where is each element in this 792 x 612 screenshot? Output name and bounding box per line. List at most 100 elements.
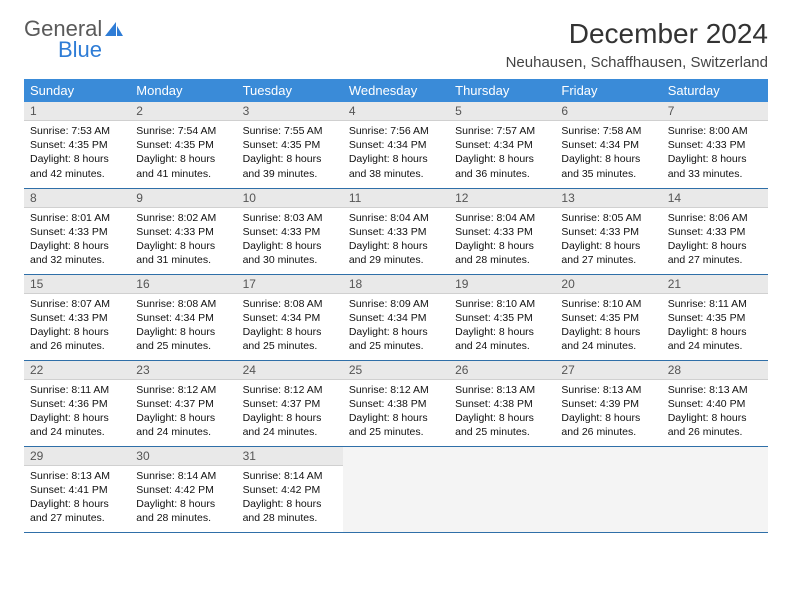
sunset-line: Sunset: 4:42 PM: [243, 483, 337, 497]
weekday-header: Sunday: [24, 79, 130, 102]
calendar-day-cell: 27Sunrise: 8:13 AMSunset: 4:39 PMDayligh…: [555, 360, 661, 446]
sunset-line: Sunset: 4:33 PM: [243, 225, 337, 239]
day-details: Sunrise: 8:13 AMSunset: 4:39 PMDaylight:…: [555, 380, 661, 444]
calendar-table: SundayMondayTuesdayWednesdayThursdayFrid…: [24, 79, 768, 533]
sunrise-line: Sunrise: 7:55 AM: [243, 124, 337, 138]
sunrise-line: Sunrise: 8:03 AM: [243, 211, 337, 225]
daylight-line: Daylight: 8 hours and 27 minutes.: [30, 497, 124, 525]
weekday-header: Tuesday: [237, 79, 343, 102]
day-number: 9: [130, 189, 236, 208]
daylight-line: Daylight: 8 hours and 38 minutes.: [349, 152, 443, 180]
sunrise-line: Sunrise: 7:57 AM: [455, 124, 549, 138]
daylight-line: Daylight: 8 hours and 36 minutes.: [455, 152, 549, 180]
calendar-week-row: 15Sunrise: 8:07 AMSunset: 4:33 PMDayligh…: [24, 274, 768, 360]
day-number: 31: [237, 447, 343, 466]
calendar-day-cell: 28Sunrise: 8:13 AMSunset: 4:40 PMDayligh…: [662, 360, 768, 446]
day-details: Sunrise: 7:53 AMSunset: 4:35 PMDaylight:…: [24, 121, 130, 185]
sunrise-line: Sunrise: 8:01 AM: [30, 211, 124, 225]
sunrise-line: Sunrise: 7:53 AM: [30, 124, 124, 138]
day-number: 30: [130, 447, 236, 466]
day-details: Sunrise: 8:05 AMSunset: 4:33 PMDaylight:…: [555, 208, 661, 272]
calendar-week-row: 22Sunrise: 8:11 AMSunset: 4:36 PMDayligh…: [24, 360, 768, 446]
day-number: 18: [343, 275, 449, 294]
sunset-line: Sunset: 4:33 PM: [561, 225, 655, 239]
sunset-line: Sunset: 4:33 PM: [455, 225, 549, 239]
daylight-line: Daylight: 8 hours and 31 minutes.: [136, 239, 230, 267]
sunrise-line: Sunrise: 8:05 AM: [561, 211, 655, 225]
calendar-day-cell: 20Sunrise: 8:10 AMSunset: 4:35 PMDayligh…: [555, 274, 661, 360]
calendar-week-row: 29Sunrise: 8:13 AMSunset: 4:41 PMDayligh…: [24, 446, 768, 532]
day-details: Sunrise: 8:13 AMSunset: 4:40 PMDaylight:…: [662, 380, 768, 444]
calendar-week-row: 8Sunrise: 8:01 AMSunset: 4:33 PMDaylight…: [24, 188, 768, 274]
sunrise-line: Sunrise: 8:04 AM: [455, 211, 549, 225]
calendar-day-cell: 25Sunrise: 8:12 AMSunset: 4:38 PMDayligh…: [343, 360, 449, 446]
sunrise-line: Sunrise: 8:00 AM: [668, 124, 762, 138]
header: General Blue December 2024 Neuhausen, Sc…: [24, 18, 768, 71]
day-number: 16: [130, 275, 236, 294]
sunset-line: Sunset: 4:33 PM: [668, 225, 762, 239]
sunset-line: Sunset: 4:35 PM: [668, 311, 762, 325]
daylight-line: Daylight: 8 hours and 24 minutes.: [561, 325, 655, 353]
day-details: Sunrise: 8:12 AMSunset: 4:37 PMDaylight:…: [237, 380, 343, 444]
daylight-line: Daylight: 8 hours and 42 minutes.: [30, 152, 124, 180]
sunset-line: Sunset: 4:38 PM: [349, 397, 443, 411]
daylight-line: Daylight: 8 hours and 28 minutes.: [136, 497, 230, 525]
daylight-line: Daylight: 8 hours and 29 minutes.: [349, 239, 443, 267]
calendar-day-cell: 16Sunrise: 8:08 AMSunset: 4:34 PMDayligh…: [130, 274, 236, 360]
sunrise-line: Sunrise: 8:13 AM: [561, 383, 655, 397]
sunrise-line: Sunrise: 8:06 AM: [668, 211, 762, 225]
day-details: Sunrise: 7:54 AMSunset: 4:35 PMDaylight:…: [130, 121, 236, 185]
day-details: Sunrise: 8:01 AMSunset: 4:33 PMDaylight:…: [24, 208, 130, 272]
daylight-line: Daylight: 8 hours and 24 minutes.: [30, 411, 124, 439]
calendar-day-cell: 2Sunrise: 7:54 AMSunset: 4:35 PMDaylight…: [130, 102, 236, 188]
sunset-line: Sunset: 4:33 PM: [30, 311, 124, 325]
calendar-day-cell: 9Sunrise: 8:02 AMSunset: 4:33 PMDaylight…: [130, 188, 236, 274]
calendar-empty-cell: [343, 446, 449, 532]
daylight-line: Daylight: 8 hours and 25 minutes.: [136, 325, 230, 353]
weekday-header: Friday: [555, 79, 661, 102]
sunset-line: Sunset: 4:40 PM: [668, 397, 762, 411]
sunset-line: Sunset: 4:34 PM: [561, 138, 655, 152]
sunrise-line: Sunrise: 8:10 AM: [455, 297, 549, 311]
sunset-line: Sunset: 4:35 PM: [136, 138, 230, 152]
calendar-week-row: 1Sunrise: 7:53 AMSunset: 4:35 PMDaylight…: [24, 102, 768, 188]
day-details: Sunrise: 8:09 AMSunset: 4:34 PMDaylight:…: [343, 294, 449, 358]
day-details: Sunrise: 8:14 AMSunset: 4:42 PMDaylight:…: [130, 466, 236, 530]
calendar-day-cell: 15Sunrise: 8:07 AMSunset: 4:33 PMDayligh…: [24, 274, 130, 360]
calendar-day-cell: 4Sunrise: 7:56 AMSunset: 4:34 PMDaylight…: [343, 102, 449, 188]
calendar-day-cell: 3Sunrise: 7:55 AMSunset: 4:35 PMDaylight…: [237, 102, 343, 188]
day-details: Sunrise: 8:04 AMSunset: 4:33 PMDaylight:…: [449, 208, 555, 272]
day-details: Sunrise: 8:12 AMSunset: 4:38 PMDaylight:…: [343, 380, 449, 444]
sunset-line: Sunset: 4:42 PM: [136, 483, 230, 497]
day-number: 24: [237, 361, 343, 380]
day-number: 3: [237, 102, 343, 121]
sunrise-line: Sunrise: 8:13 AM: [30, 469, 124, 483]
daylight-line: Daylight: 8 hours and 28 minutes.: [455, 239, 549, 267]
sunset-line: Sunset: 4:36 PM: [30, 397, 124, 411]
sunrise-line: Sunrise: 7:58 AM: [561, 124, 655, 138]
day-number: 29: [24, 447, 130, 466]
day-number: 19: [449, 275, 555, 294]
day-details: Sunrise: 8:07 AMSunset: 4:33 PMDaylight:…: [24, 294, 130, 358]
weekday-header: Saturday: [662, 79, 768, 102]
calendar-empty-cell: [555, 446, 661, 532]
daylight-line: Daylight: 8 hours and 24 minutes.: [136, 411, 230, 439]
calendar-day-cell: 10Sunrise: 8:03 AMSunset: 4:33 PMDayligh…: [237, 188, 343, 274]
daylight-line: Daylight: 8 hours and 25 minutes.: [455, 411, 549, 439]
weekday-header: Thursday: [449, 79, 555, 102]
sunset-line: Sunset: 4:41 PM: [30, 483, 124, 497]
sunset-line: Sunset: 4:37 PM: [136, 397, 230, 411]
sunrise-line: Sunrise: 8:07 AM: [30, 297, 124, 311]
location-text: Neuhausen, Schaffhausen, Switzerland: [506, 54, 768, 71]
day-number: 1: [24, 102, 130, 121]
day-details: Sunrise: 8:08 AMSunset: 4:34 PMDaylight:…: [130, 294, 236, 358]
calendar-day-cell: 11Sunrise: 8:04 AMSunset: 4:33 PMDayligh…: [343, 188, 449, 274]
sunset-line: Sunset: 4:35 PM: [455, 311, 549, 325]
daylight-line: Daylight: 8 hours and 24 minutes.: [243, 411, 337, 439]
day-details: Sunrise: 8:11 AMSunset: 4:35 PMDaylight:…: [662, 294, 768, 358]
daylight-line: Daylight: 8 hours and 24 minutes.: [668, 325, 762, 353]
day-number: 21: [662, 275, 768, 294]
sunrise-line: Sunrise: 8:04 AM: [349, 211, 443, 225]
weekday-header: Monday: [130, 79, 236, 102]
day-number: 6: [555, 102, 661, 121]
